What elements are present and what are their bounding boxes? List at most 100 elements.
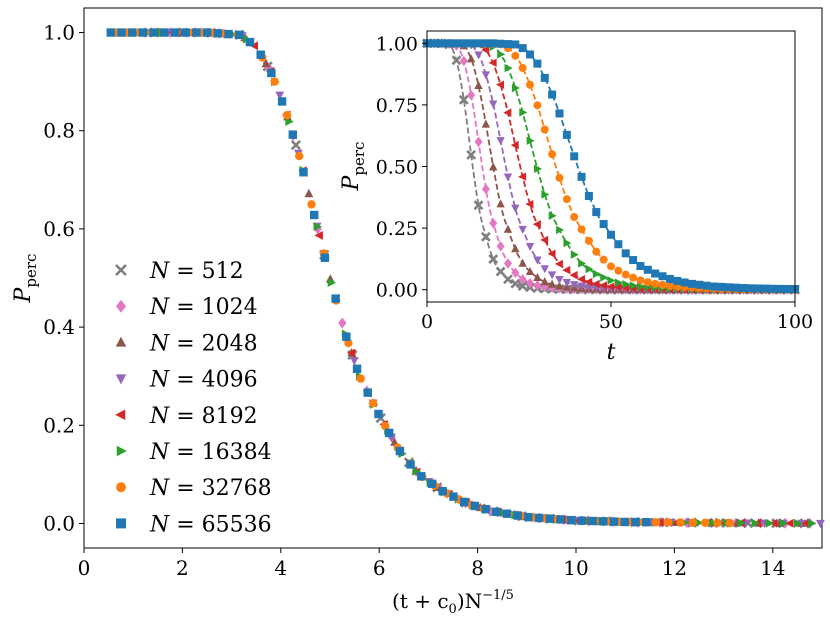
legend-marker-512 [115,264,127,276]
inset-point [496,80,504,89]
main-point [346,348,356,358]
legend-marker-16384 [116,445,127,457]
inset-point [592,247,601,256]
main-point [245,37,255,47]
main-point [620,517,629,527]
inset-point [481,45,490,55]
inset-point [562,278,572,287]
inset-point [489,100,498,109]
main-point [502,509,512,518]
inset-point [578,259,587,268]
inset-point [577,225,586,234]
main-point [599,517,608,526]
inset-point [577,172,586,181]
main-point [290,139,302,151]
inset-x-tick-label: 0 [421,311,433,333]
inset-x-tick-label: 50 [599,311,623,333]
inset-point [562,195,571,204]
legend-label-4096: N = 4096 [149,368,258,393]
inset-point [629,273,638,282]
inset-point [518,63,527,72]
main-point [808,518,817,528]
main-y-tick-label: 1.0 [43,21,75,45]
main-y-tick-label: 0.2 [43,413,75,437]
inset-point [488,58,497,67]
main-point [338,317,347,329]
main-point [765,518,775,528]
inset-point [495,266,506,277]
inset-point [511,267,520,279]
main-point [567,515,576,525]
inset-point [783,284,792,293]
main-point [588,516,597,526]
inset-x-tick-label: 100 [777,311,813,333]
inset-point [511,204,520,213]
inset-point [555,276,564,285]
inset-x-axis-label: t [607,340,616,365]
inset-point [466,54,476,63]
main-point [631,517,640,527]
main-point [651,518,661,527]
inset-point [459,55,468,67]
legend-label-2048: N = 2048 [149,331,258,356]
inset-point [680,278,689,287]
main-point [106,28,115,37]
inset-point [776,284,785,293]
main-point [127,28,137,37]
main-point [213,29,223,38]
inset-point [613,282,622,292]
main-point [412,466,421,476]
inset-point [467,89,476,101]
legend-marker-1024 [116,299,126,313]
main-x-tick-label: 10 [563,556,588,580]
inset-point [430,39,439,48]
inset-point [621,270,630,279]
inset-point [511,83,520,93]
main-point [785,518,794,528]
main-point [737,518,746,528]
main-point [202,28,212,37]
main-x-tick-label: 4 [274,556,287,580]
inset-point [710,282,719,291]
main-axes-frame [83,7,823,549]
inset-point [526,136,535,145]
legend-label-32768: N = 32768 [149,476,272,501]
main-point [793,518,803,528]
inset-point [695,280,704,289]
inset-point [533,59,542,68]
inset-point [481,183,490,195]
inset-point [702,281,711,290]
inset-point [562,265,571,275]
main-point [295,151,304,161]
inset-point [717,282,726,291]
inset-point [480,231,491,242]
inset-point [754,284,763,293]
inset-point [540,125,549,134]
main-point [556,515,565,524]
legend-label-512: N = 512 [149,259,244,284]
legend-marker-32768 [116,482,126,493]
inset-y-tick-label: 0.25 [376,218,418,240]
main-point [363,388,372,397]
inset-point [540,235,549,245]
inset-point [525,242,535,251]
main-point [801,518,810,528]
inset-point [732,283,741,292]
inset-point [548,211,557,220]
inset-point [761,284,770,293]
inset-point [599,220,608,229]
inset-point [599,281,608,290]
inset-point [518,225,527,234]
main-point [664,518,673,527]
inset-point [533,272,542,281]
inset-point [481,119,491,128]
main-point [282,110,292,120]
inset-point [614,266,623,275]
main-x-tick-label: 14 [760,556,785,580]
main-point [816,519,825,529]
inset-point [629,281,638,290]
inset-point [496,39,505,48]
main-point [700,518,710,527]
legend-marker-2048 [115,336,127,347]
main-point [160,28,169,37]
